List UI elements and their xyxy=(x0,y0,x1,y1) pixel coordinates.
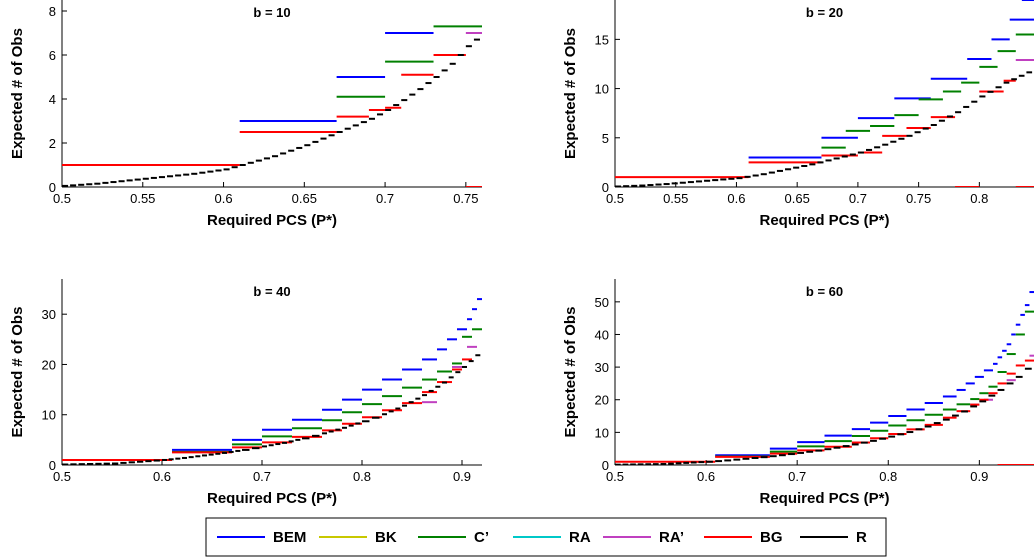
x-axis-label: Required PCS (P*) xyxy=(207,490,337,507)
legend-label: BEM xyxy=(273,529,306,546)
x-tick-label: 0.75 xyxy=(906,191,931,206)
y-tick-label: 10 xyxy=(595,82,609,97)
y-tick-label: 6 xyxy=(49,48,56,63)
y-tick-label: 0 xyxy=(49,458,56,473)
x-tick-label: 0.9 xyxy=(453,469,471,484)
x-tick-label: 0.6 xyxy=(214,191,232,206)
panel-3: 0.5 0.6 0.7 0.8 0.9 0 10 20 30 b = 40 Required PCS… xyxy=(9,279,482,507)
x-tick-label: 0.7 xyxy=(253,469,271,484)
plot-area xyxy=(615,0,1034,187)
panel-title: b = 20 xyxy=(806,5,843,20)
y-tick-label: 15 xyxy=(595,32,609,47)
x-tick-label: 0.7 xyxy=(376,191,394,206)
panel-title: b = 40 xyxy=(253,284,290,299)
y-tick-label: 8 xyxy=(49,4,56,19)
x-tick-label: 0.5 xyxy=(53,191,71,206)
y-tick-label: 20 xyxy=(42,357,56,372)
y-axis-label: Expected # of Obs xyxy=(9,307,26,438)
legend: BEM BK C’ RA RA’ BG R xyxy=(205,517,887,557)
legend-label: R xyxy=(856,529,867,546)
y-tick-label: 10 xyxy=(595,425,609,440)
plot-area xyxy=(62,25,482,187)
y-tick-label: 40 xyxy=(595,327,609,342)
x-tick-label: 0.9 xyxy=(970,469,988,484)
y-tick-label: 30 xyxy=(42,307,56,322)
x-axis-label: Required PCS (P*) xyxy=(759,490,889,507)
panel-1: 0.5 0.55 0.6 0.65 0.7 0.75 0 2 4 6 8 b = 10 Required… xyxy=(9,0,482,229)
y-axis-label: Expected # of Obs xyxy=(562,28,579,159)
y-tick-label: 4 xyxy=(49,92,56,107)
y-tick-label: 0 xyxy=(602,180,609,195)
x-tick-label: 0.8 xyxy=(879,469,897,484)
x-tick-label: 0.65 xyxy=(292,191,317,206)
x-tick-label: 0.75 xyxy=(453,191,478,206)
y-tick-label: 0 xyxy=(602,458,609,473)
panel-title: b = 10 xyxy=(253,5,290,20)
x-tick-label: 0.5 xyxy=(606,469,624,484)
y-tick-label: 50 xyxy=(595,295,609,310)
panel-4: 0.5 0.6 0.7 0.8 0.9 0 10 20 30 40 50 b = 60 Required… xyxy=(562,279,1034,507)
x-tick-label: 0.8 xyxy=(970,191,988,206)
x-tick-label: 0.55 xyxy=(130,191,155,206)
y-tick-label: 2 xyxy=(49,136,56,151)
x-tick-label: 0.8 xyxy=(353,469,371,484)
x-tick-label: 0.55 xyxy=(663,191,688,206)
panel-title: b = 60 xyxy=(806,284,843,299)
x-tick-label: 0.6 xyxy=(153,469,171,484)
x-tick-label: 0.7 xyxy=(788,469,806,484)
plot-area xyxy=(615,291,1034,465)
x-tick-label: 0.5 xyxy=(53,469,71,484)
legend-label: BK xyxy=(375,529,397,546)
x-tick-label: 0.6 xyxy=(697,469,715,484)
legend-label: RA’ xyxy=(659,529,684,546)
x-tick-label: 0.65 xyxy=(785,191,810,206)
x-tick-label: 0.5 xyxy=(606,191,624,206)
y-axis-label: Expected # of Obs xyxy=(9,28,26,159)
y-tick-label: 10 xyxy=(42,408,56,423)
legend-label: RA xyxy=(569,529,591,546)
x-axis-label: Required PCS (P*) xyxy=(759,212,889,229)
x-axis-label: Required PCS (P*) xyxy=(207,212,337,229)
legend-label: BG xyxy=(760,529,783,546)
x-tick-label: 0.6 xyxy=(727,191,745,206)
panel-2: 0.5 0.55 0.6 0.65 0.7 0.75 0.8 0 5 10 15 b = 20 Requ… xyxy=(562,0,1034,229)
y-tick-label: 30 xyxy=(595,360,609,375)
y-tick-label: 0 xyxy=(49,180,56,195)
x-tick-label: 0.7 xyxy=(849,191,867,206)
y-tick-label: 5 xyxy=(602,131,609,146)
legend-label: C’ xyxy=(474,529,489,546)
y-tick-label: 20 xyxy=(595,393,609,408)
y-axis-label: Expected # of Obs xyxy=(562,307,579,438)
plot-area xyxy=(62,298,482,465)
